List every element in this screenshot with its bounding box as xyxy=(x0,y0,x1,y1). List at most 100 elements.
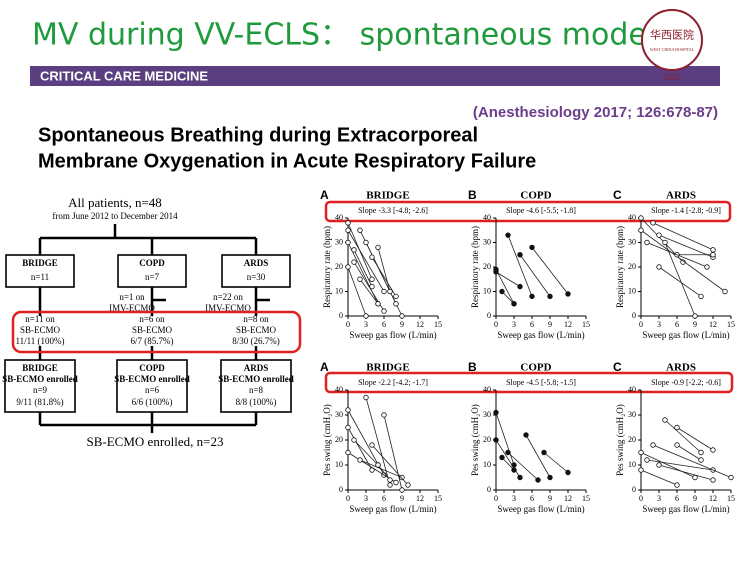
x-tick-label: 15 xyxy=(727,494,735,503)
y-tick-label: 20 xyxy=(335,435,343,444)
logo: 华西医院 WEST CHINA HOSPITAL 1892 xyxy=(641,9,703,82)
point xyxy=(375,244,381,251)
point xyxy=(387,288,393,295)
panel-letter: A xyxy=(320,360,329,374)
group-box xyxy=(117,254,187,288)
point xyxy=(345,239,351,246)
paired-line xyxy=(652,222,714,251)
sb-label: SB-ECMO xyxy=(132,325,173,335)
sb-label: n=11 on xyxy=(25,314,55,324)
paired-line xyxy=(658,464,714,481)
point xyxy=(704,264,710,270)
point xyxy=(710,477,716,483)
y-axis-label: Pes swing (cmH₂O) xyxy=(615,404,625,476)
y-tick-label: 0 xyxy=(632,311,636,320)
y-tick-label: 10 xyxy=(335,286,343,295)
paired-line xyxy=(646,459,714,471)
point xyxy=(399,474,405,481)
point xyxy=(674,424,680,431)
group-n: n=7 xyxy=(145,272,160,282)
panel-letter: B xyxy=(468,188,477,202)
panel-title: COPD xyxy=(520,362,551,374)
y-axis-label: Respiratory rate (bpm) xyxy=(615,226,625,308)
x-tick-label: 6 xyxy=(530,320,534,329)
y-tick-label: 30 xyxy=(628,410,636,419)
y-tick-label: 10 xyxy=(335,460,343,469)
paired-line xyxy=(646,242,708,268)
x-tick-label: 15 xyxy=(434,320,442,329)
y-tick-label: 30 xyxy=(628,237,636,246)
paired-line xyxy=(658,234,714,258)
paired-line xyxy=(383,414,403,491)
panel-letter: C xyxy=(613,360,622,374)
x-axis-label: Sweep gas flow (L/min) xyxy=(349,330,436,340)
point xyxy=(381,412,387,418)
x-tick-label: 15 xyxy=(434,494,442,503)
point xyxy=(698,457,704,463)
label-bg xyxy=(206,294,250,316)
x-tick-label: 12 xyxy=(564,494,572,503)
paired-line xyxy=(652,444,732,478)
paired-line xyxy=(495,412,515,466)
y-tick-label: 20 xyxy=(483,262,491,271)
point xyxy=(644,239,650,246)
enrolled-label: SB-ECMO enrolled xyxy=(114,374,190,384)
y-axis-label: Pes swing (cmH₂O) xyxy=(470,404,480,476)
point xyxy=(345,264,351,270)
x-tick-label: 0 xyxy=(494,494,498,503)
flow-subtitle: from June 2012 to December 2014 xyxy=(52,211,178,221)
x-axis-label: Sweep gas flow (L/min) xyxy=(642,504,729,514)
group-n: n=30 xyxy=(247,272,266,282)
x-tick-label: 6 xyxy=(382,494,386,503)
point xyxy=(345,424,351,431)
y-axis-label: Respiratory rate (bpm) xyxy=(470,226,480,308)
point xyxy=(517,283,523,290)
point xyxy=(363,394,369,401)
x-tick-label: 9 xyxy=(548,494,552,503)
point xyxy=(387,477,393,483)
x-tick-label: 6 xyxy=(675,494,679,503)
point xyxy=(405,482,411,488)
x-tick-label: 3 xyxy=(657,320,661,329)
y-tick-label: 10 xyxy=(628,286,636,295)
x-axis-label: Sweep gas flow (L/min) xyxy=(497,330,584,340)
paired-line xyxy=(501,457,515,471)
group-box xyxy=(221,254,291,288)
slope-annotation: Slope -4.6 [-5.5; -1.8] xyxy=(506,206,576,215)
point xyxy=(345,449,351,456)
paired-line xyxy=(543,452,569,473)
label-bg xyxy=(224,316,290,346)
y-tick-label: 10 xyxy=(483,460,491,469)
point xyxy=(351,437,357,443)
x-tick-label: 12 xyxy=(416,494,424,503)
label-bg xyxy=(114,294,148,316)
y-tick-label: 10 xyxy=(483,286,491,295)
point xyxy=(357,276,363,282)
label-bg xyxy=(8,316,74,346)
x-tick-label: 12 xyxy=(416,320,424,329)
paired-line xyxy=(495,269,515,304)
paired-line xyxy=(501,291,515,305)
point xyxy=(499,288,505,295)
y-tick-label: 30 xyxy=(483,410,491,419)
group-label: COPD xyxy=(139,258,165,268)
point xyxy=(565,291,571,297)
y-tick-label: 40 xyxy=(483,213,491,222)
paired-line xyxy=(640,229,726,292)
point xyxy=(357,457,363,463)
panel-letter: B xyxy=(468,360,477,374)
enrolled-box xyxy=(4,359,76,413)
point xyxy=(638,467,644,473)
x-tick-label: 9 xyxy=(400,320,404,329)
paired-line xyxy=(507,452,539,481)
point xyxy=(517,474,523,481)
slope-annotation: Slope -3.3 [-4.8; -2.6] xyxy=(358,206,428,215)
point xyxy=(387,482,393,488)
sb-label: 8/30 (26.7%) xyxy=(232,336,280,346)
point xyxy=(505,232,511,238)
x-tick-label: 0 xyxy=(639,320,643,329)
article-title: Membrane Oxygenation in Acute Respirator… xyxy=(38,150,536,172)
paired-line xyxy=(353,249,373,287)
